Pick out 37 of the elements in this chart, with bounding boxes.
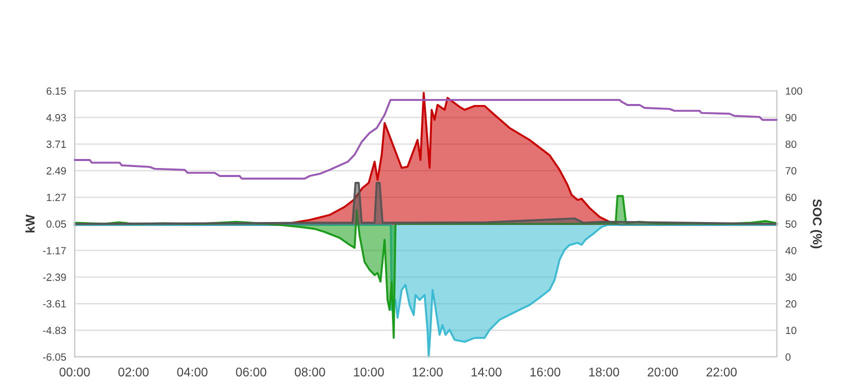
y-tick-label: -2.39: [43, 274, 66, 281]
y-tick-label: -3.61: [43, 300, 66, 308]
y-tick-label: -1.17: [43, 247, 66, 254]
y2-tick-label: 40: [785, 246, 796, 254]
x-tick-label: 18:00: [589, 368, 620, 376]
y-tick-label: 0.05: [46, 220, 66, 228]
y2-tick-label: 80: [786, 140, 796, 148]
y2-tick-label: 20: [786, 300, 796, 308]
y2-tick-label: 50: [786, 220, 796, 228]
y2-axis-title: SOC (%): [810, 199, 822, 248]
y2-tick-label: 30: [786, 274, 796, 281]
y-tick-label: 4.93: [46, 114, 66, 122]
y2-tick-label: 10: [786, 326, 796, 334]
x-tick-label: 00:00: [60, 368, 90, 376]
y2-tick-label: 60: [786, 194, 796, 202]
y-tick-label: -4.83: [43, 326, 66, 334]
line-series: [74, 98, 778, 180]
y2-tick-label: 70: [786, 167, 796, 175]
y-tick-label: 1.27: [46, 194, 66, 202]
y-axis-title: kW: [25, 214, 34, 232]
y2-tick-label: 90: [786, 114, 796, 122]
y-tick-label: 2.49: [46, 167, 66, 175]
x-tick-label: 16:00: [530, 368, 560, 376]
x-tick-label: 10:00: [354, 368, 384, 376]
x-tick-label: 02:00: [118, 368, 149, 376]
y2-tick-label: 0: [786, 353, 791, 361]
y-tick-label: 6.15: [46, 87, 66, 95]
x-tick-label: 06:00: [236, 368, 266, 376]
y2-tick-label: 100: [786, 87, 802, 95]
x-tick-label: 12:00: [412, 368, 443, 376]
x-tick-label: 04:00: [177, 368, 208, 376]
x-tick-label: 14:00: [472, 368, 502, 376]
x-tick-label: 08:00: [294, 368, 326, 376]
y-tick-label: 3.71: [46, 140, 66, 148]
x-tick-label: 22:00: [706, 368, 737, 376]
x-tick-label: 20:00: [648, 368, 678, 376]
y-tick-label: -6.05: [43, 353, 66, 361]
